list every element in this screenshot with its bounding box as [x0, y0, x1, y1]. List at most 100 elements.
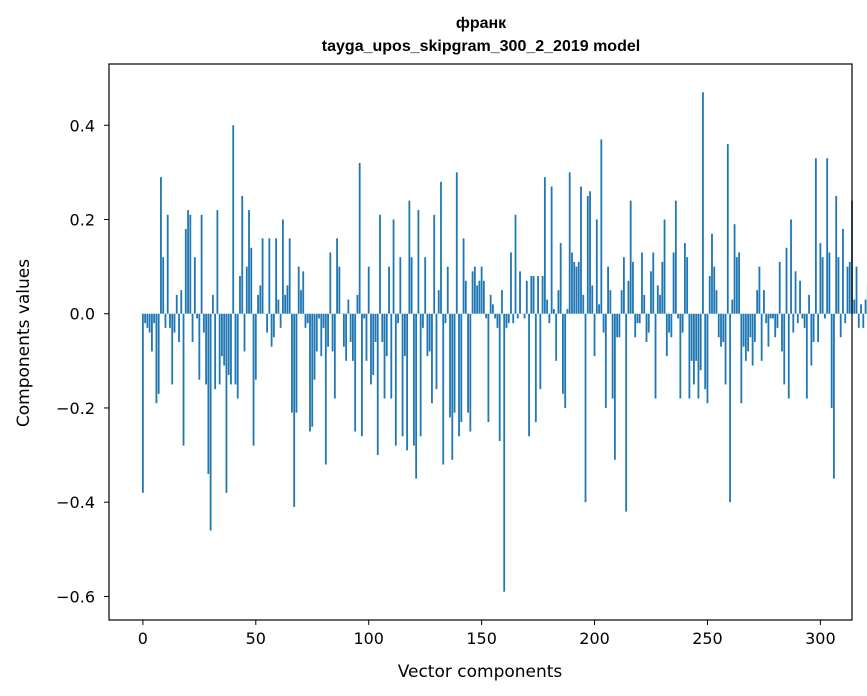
bar-11: [166, 214, 169, 314]
bar-301: [821, 257, 824, 314]
bar-64: [286, 285, 289, 314]
bar-95: [356, 294, 359, 314]
bar-239: [681, 313, 684, 333]
bar-221: [641, 252, 643, 314]
bar-292: [801, 313, 804, 319]
bar-128: [431, 313, 433, 404]
bar-313: [848, 261, 851, 314]
bar-50: [254, 313, 257, 380]
bar-123: [419, 313, 422, 437]
bar-26: [200, 214, 203, 314]
bar-213: [623, 257, 625, 314]
bar-291: [799, 280, 801, 314]
bar-172: [530, 276, 533, 314]
bar-216: [629, 200, 632, 314]
bar-303: [826, 158, 829, 314]
bar-94: [354, 313, 357, 432]
bar-302: [824, 313, 826, 319]
bar-166: [516, 313, 519, 319]
bar-12: [169, 313, 171, 328]
bar-137: [451, 313, 454, 460]
bar-119: [410, 257, 413, 314]
bar-193: [577, 261, 580, 314]
bar-86: [336, 238, 338, 314]
bar-158: [498, 313, 501, 441]
bar-202: [598, 304, 600, 314]
y-tick-label: −0.2: [56, 399, 95, 418]
bar-103: [374, 313, 377, 342]
bar-170: [525, 280, 528, 314]
bar-308: [837, 257, 840, 314]
bar-48: [250, 247, 253, 314]
bar-98: [363, 313, 366, 319]
bar-101: [370, 313, 372, 385]
bar-75: [311, 313, 314, 427]
bar-1: [144, 313, 147, 324]
bar-5: [153, 313, 156, 324]
y-tick-label: 0.2: [70, 210, 95, 229]
x-axis: 0 50 100 150 200 250 300: [138, 620, 836, 648]
bar-2: [146, 313, 149, 328]
bar-305: [830, 313, 833, 408]
bar-135: [446, 266, 449, 314]
bar-274: [760, 313, 763, 361]
bar-316: [855, 266, 858, 314]
bar-204: [602, 313, 605, 333]
bar-169: [523, 313, 526, 319]
bar-178: [543, 177, 546, 314]
bar-41: [234, 313, 237, 385]
bar-38: [227, 313, 230, 375]
bar-255: [717, 313, 720, 338]
x-tick-label: 250: [692, 629, 723, 648]
bar-263: [735, 257, 738, 314]
bar-97: [361, 313, 363, 437]
bar-93: [352, 313, 354, 361]
bar-270: [751, 313, 754, 366]
bar-287: [790, 219, 792, 314]
bar-235: [672, 252, 675, 314]
bar-116: [403, 313, 406, 357]
bar-228: [656, 285, 659, 314]
bar-253: [713, 266, 716, 314]
bar-320: [864, 299, 867, 314]
bar-175: [537, 276, 539, 314]
bar-264: [738, 252, 740, 314]
bar-20: [187, 210, 189, 314]
bar-280: [774, 313, 777, 338]
bar-87: [338, 266, 341, 314]
bar-165: [514, 214, 517, 314]
bar-177: [541, 276, 544, 314]
bar-62: [281, 219, 284, 314]
bar-90: [345, 313, 348, 361]
bar-31: [211, 294, 214, 314]
bar-150: [480, 266, 483, 314]
bar-251: [708, 276, 711, 314]
bar-34: [218, 313, 221, 385]
bar-200: [593, 313, 596, 357]
bar-70: [300, 290, 302, 314]
bar-180: [548, 313, 551, 324]
bar-219: [636, 313, 639, 324]
bar-262: [733, 224, 736, 314]
bar-76: [313, 313, 316, 380]
bar-151: [482, 280, 485, 314]
bar-91: [347, 299, 350, 314]
bar-130: [435, 313, 438, 390]
bar-298: [814, 158, 817, 314]
bar-278: [769, 313, 772, 319]
bar-195: [582, 294, 585, 314]
bar-124: [422, 313, 424, 328]
bar-32: [214, 313, 217, 390]
bar-37: [225, 313, 228, 493]
bar-295: [808, 294, 810, 314]
bar-73: [306, 313, 309, 324]
bar-29: [207, 313, 210, 474]
bar-307: [835, 195, 838, 314]
bar-155: [492, 304, 494, 314]
bar-318: [860, 304, 862, 314]
bar-319: [862, 313, 865, 328]
bar-35: [221, 313, 223, 357]
bar-114: [399, 257, 402, 314]
bar-214: [625, 313, 628, 512]
